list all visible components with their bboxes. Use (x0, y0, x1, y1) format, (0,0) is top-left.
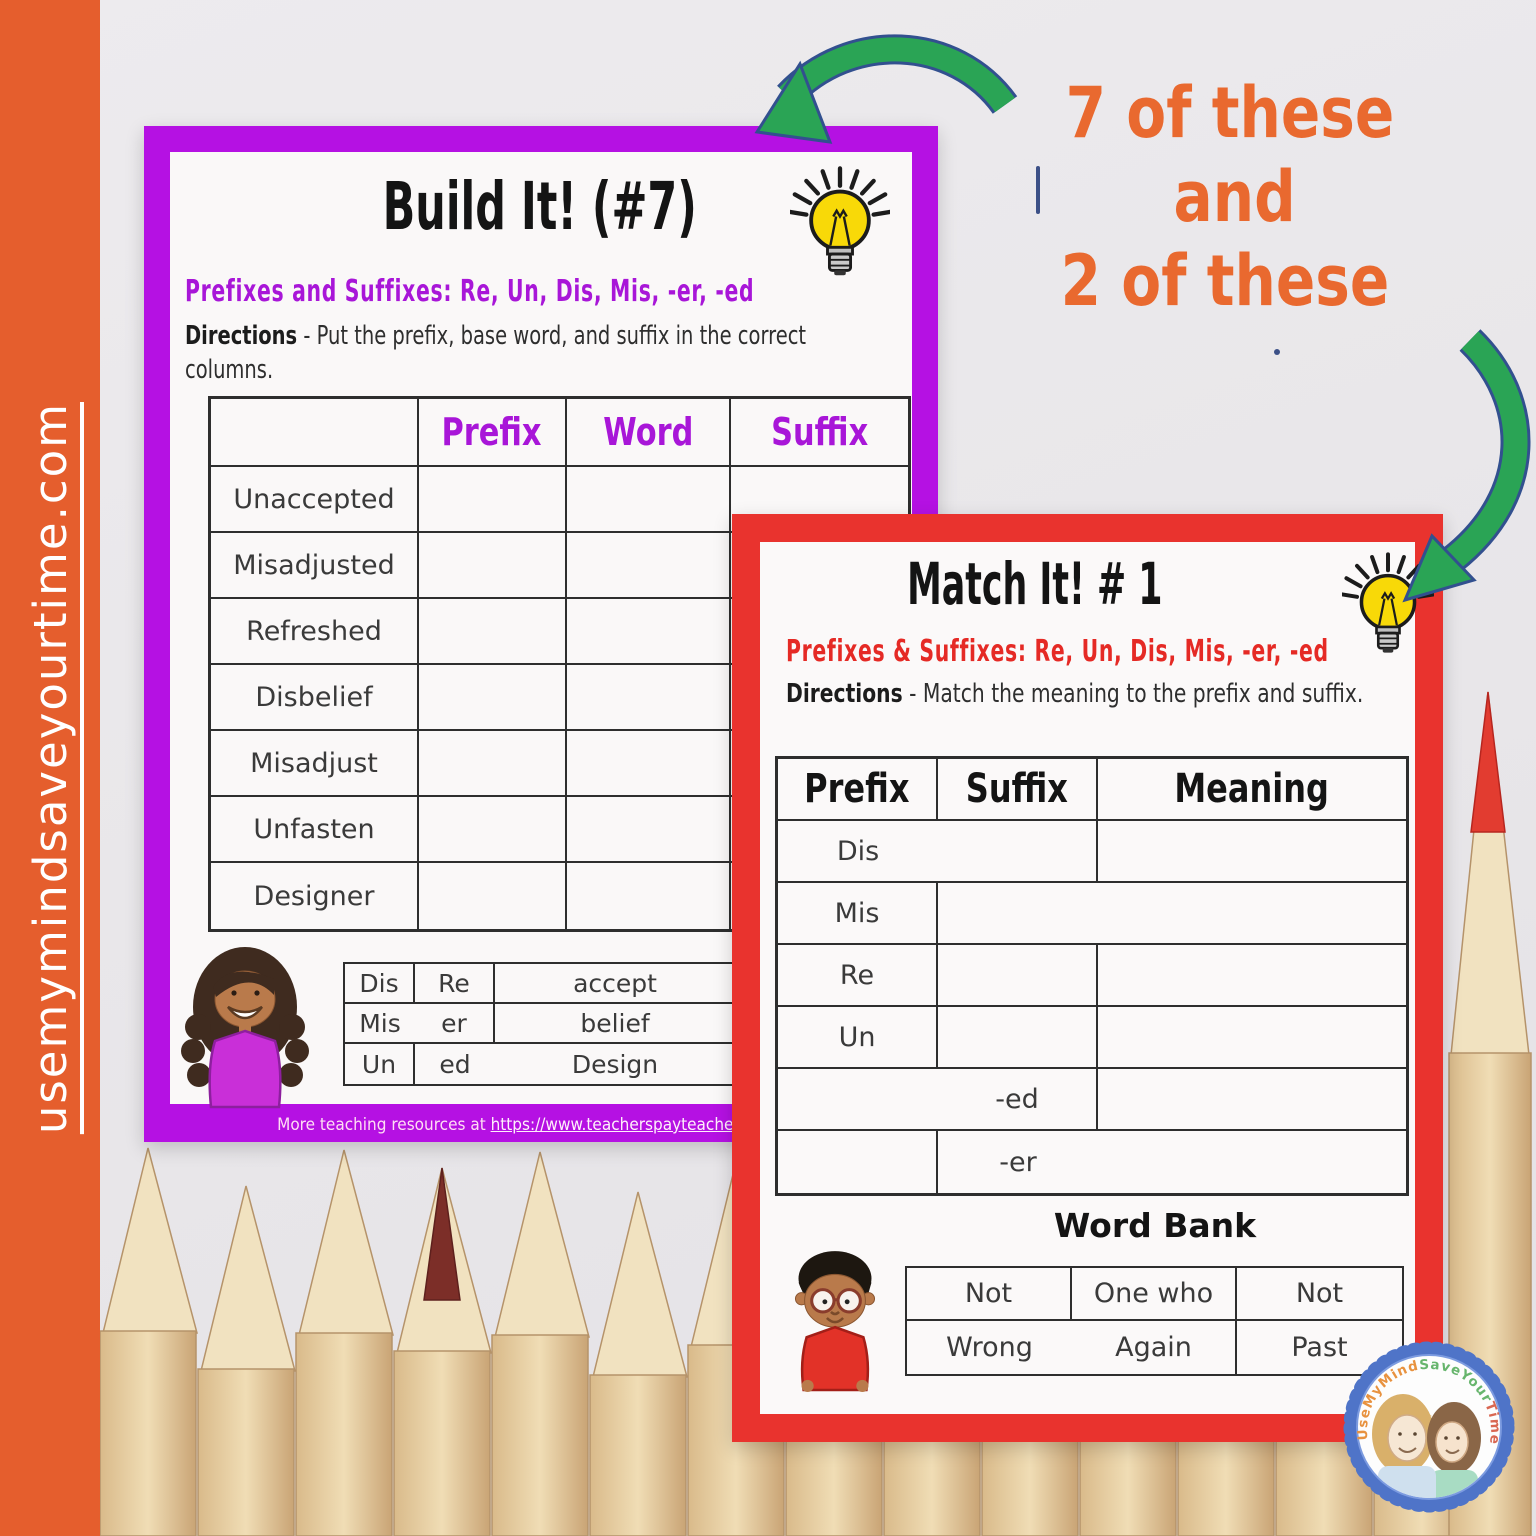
prefix-cell: Un (778, 1007, 938, 1069)
bank-cell: Again (1072, 1321, 1237, 1374)
build-title: Build It! (#7) (382, 168, 698, 245)
build-table: Prefix Word Suffix Unaccepted Misadjuste… (208, 396, 911, 932)
bank-cell: Re (415, 964, 495, 1004)
bank-cell: Wrong (946, 1332, 1033, 1363)
column-header-word: Word (567, 399, 731, 467)
column-header-suffix: Suffix (938, 759, 1098, 821)
bank-cell: Un (345, 1044, 415, 1084)
bank-cell: Design (571, 1049, 659, 1079)
callout-line-1: 7 of these (1065, 72, 1395, 154)
word-bank-title: Word Bank (1053, 1206, 1257, 1245)
callout-line-2: and (1173, 156, 1297, 238)
build-directions: Directions - Put the prefix, base word, … (185, 321, 807, 385)
column-header-prefix: Prefix (419, 399, 567, 467)
prefix-cell: Dis (778, 821, 938, 883)
table-cell (211, 399, 419, 467)
column-header-suffix: Suffix (731, 399, 908, 467)
match-title: Match It! # 1 (907, 550, 1163, 618)
match-subtitle: Prefixes & Suffixes: Re, Un, Dis, Mis, -… (786, 634, 1329, 669)
column-header-prefix: Prefix (778, 759, 938, 821)
bank-cell: er (415, 1004, 495, 1044)
bank-cell: Not (1237, 1268, 1402, 1321)
table-row-word: Misadjusted (211, 533, 419, 599)
table-row-word: Misadjust (211, 731, 419, 797)
bank-cell: belief (495, 1004, 735, 1044)
bank-cell: Mis (345, 1004, 415, 1044)
table-row-word: Unfasten (211, 797, 419, 863)
worksheet-match-it: Match It! # 1 Prefixes & Suffixes: Re, U… (732, 514, 1443, 1442)
build-subtitle: Prefixes and Suffixes: Re, Un, Dis, Mis,… (185, 274, 755, 309)
match-word-bank-table: Not One who Not Wrong Again Past (905, 1266, 1404, 1376)
table-row-word: Refreshed (211, 599, 419, 665)
bank-cell: Past (1291, 1332, 1348, 1363)
bank-cell: ed (439, 1049, 471, 1079)
worksheet-match-paper: Match It! # 1 Prefixes & Suffixes: Re, U… (760, 542, 1415, 1414)
table-row-word: Unaccepted (211, 467, 419, 533)
build-word-bank-table: Dis Re accept Mis er belief Un ed Design (343, 962, 737, 1086)
column-header-meaning: Meaning (1098, 759, 1406, 821)
bank-cell: One who (1072, 1268, 1237, 1321)
bank-cell: accept (495, 964, 735, 1004)
boy-student-clipart (794, 1251, 876, 1392)
bank-cell: Dis (345, 964, 415, 1004)
prefix-cell: Mis (778, 883, 938, 945)
bank-cell: Not (907, 1268, 1072, 1321)
suffix-cell: -er (999, 1146, 1037, 1178)
sidebar-url-text: usemymindsaveyourtime.com (23, 401, 77, 1135)
match-table: Prefix Suffix Meaning Dis Mis Re Un -ed … (775, 756, 1409, 1196)
prefix-cell: Re (778, 945, 938, 1007)
table-row-word: Disbelief (211, 665, 419, 731)
sidebar-brand-strip: usemymindsaveyourtime.com (0, 0, 100, 1536)
match-directions: Directions - Match the meaning to the pr… (786, 679, 1364, 709)
suffix-cell: -ed (938, 1069, 1098, 1131)
girl-student-clipart (181, 947, 309, 1109)
table-row-word: Designer (211, 863, 419, 929)
callout-line-3: 2 of these (1060, 240, 1390, 322)
